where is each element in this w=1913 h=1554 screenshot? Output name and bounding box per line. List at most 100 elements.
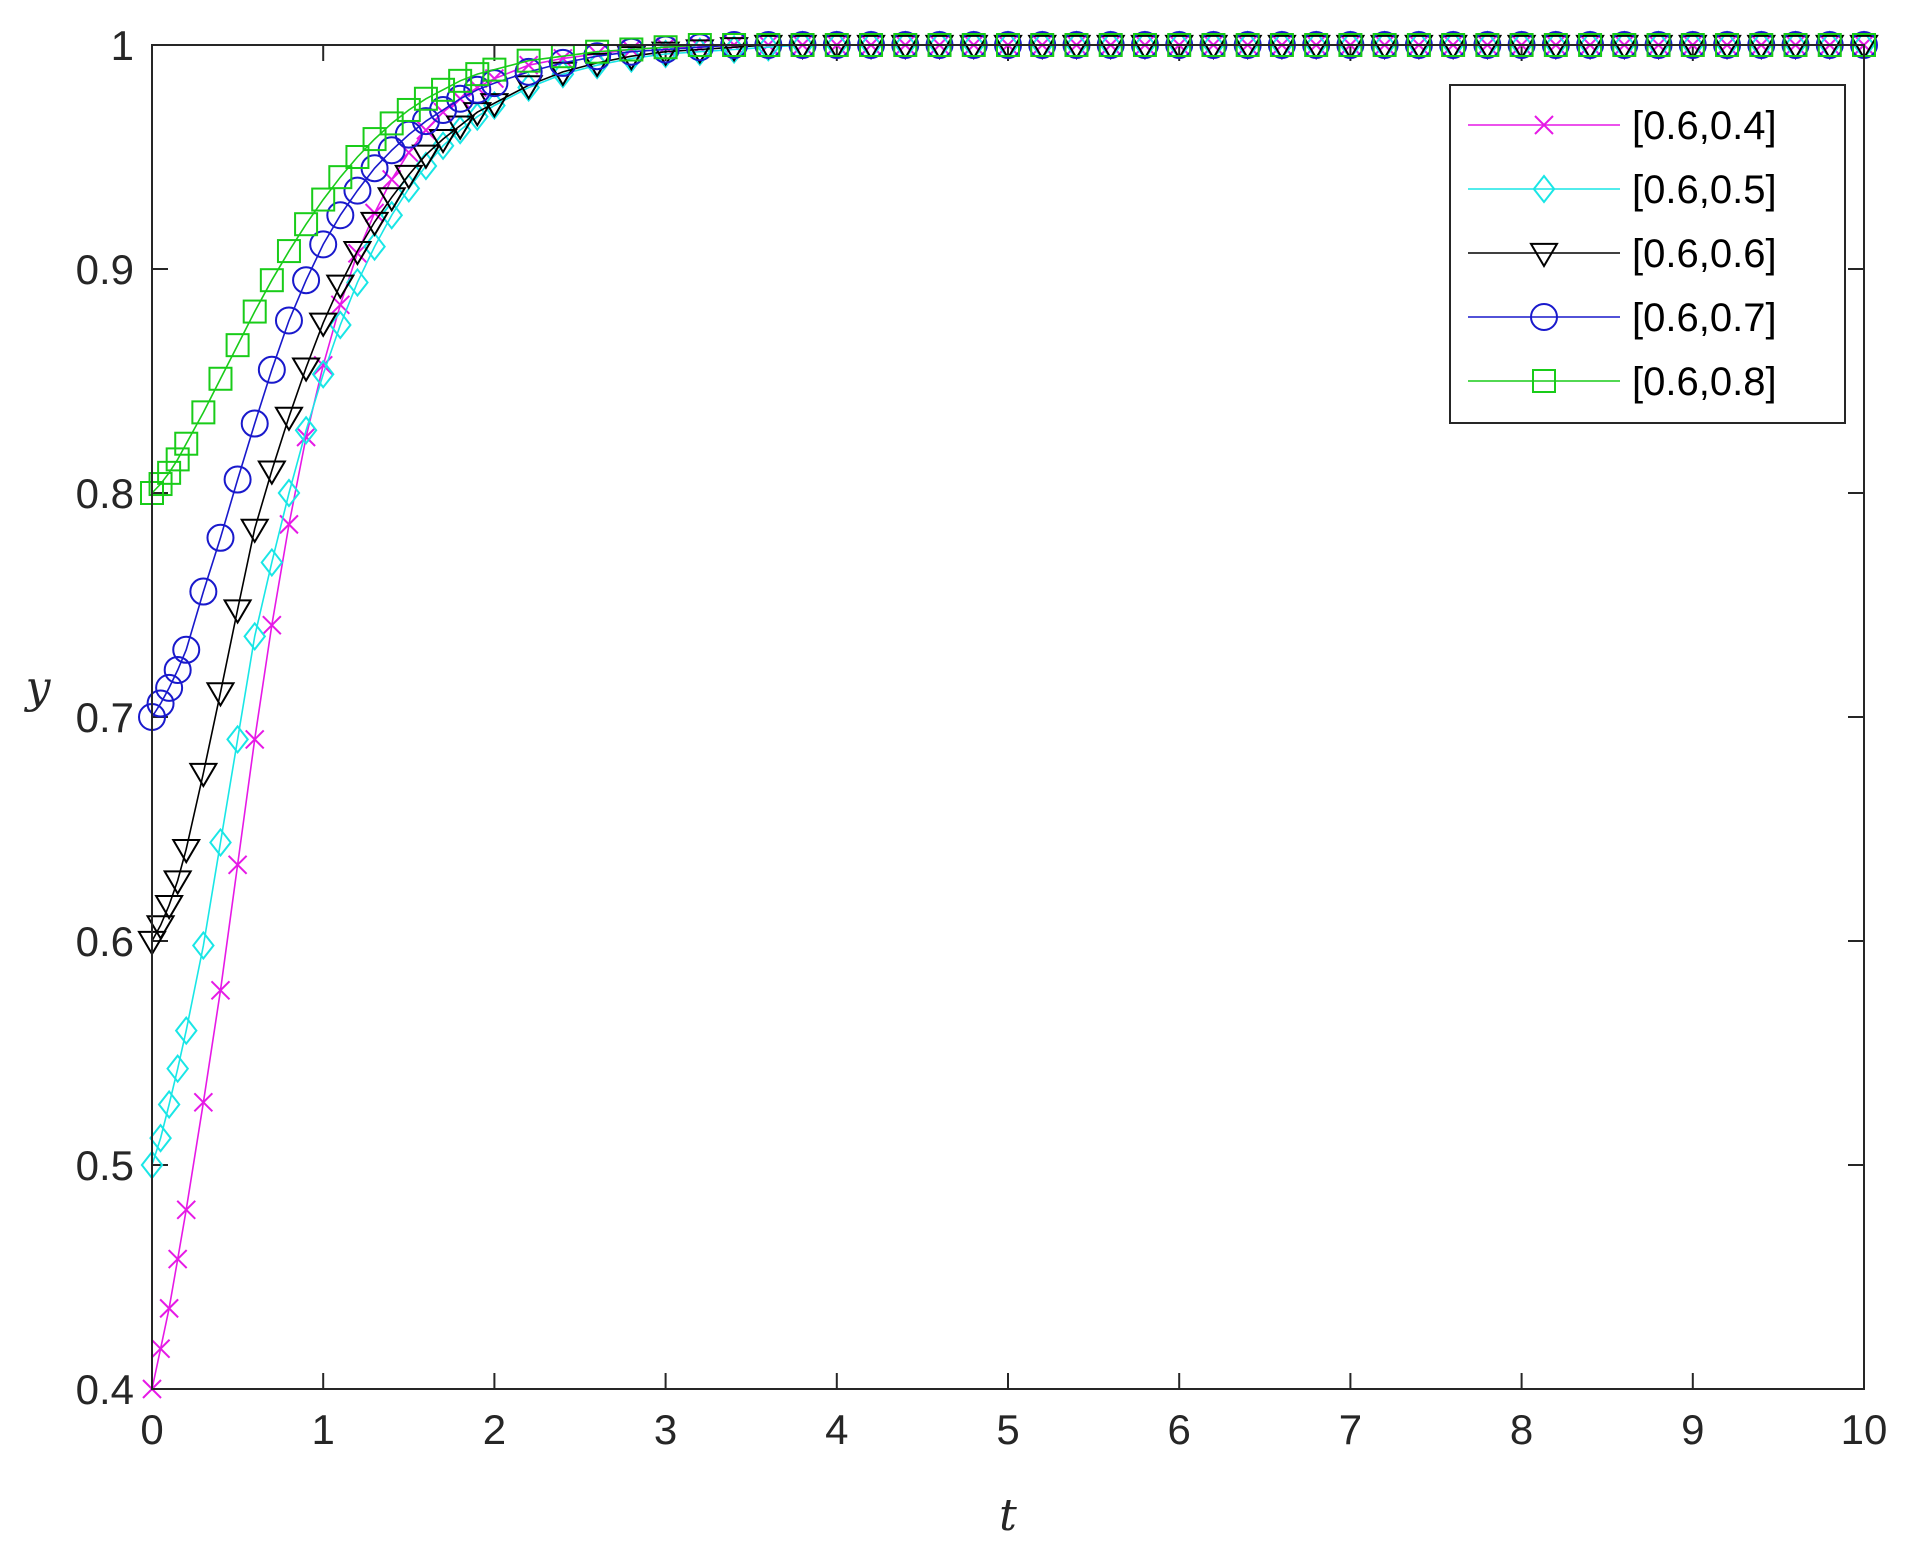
data-point-marker — [548, 48, 577, 77]
data-point-marker — [653, 35, 678, 60]
x-tick-label: 4 — [825, 1406, 848, 1453]
legend-label: [0.6,0.6] — [1632, 232, 1777, 276]
data-point-marker — [257, 460, 287, 486]
data-point-marker — [1746, 34, 1777, 60]
data-point-marker — [166, 1054, 190, 1084]
data-point-marker — [208, 366, 233, 391]
x-tick-label: 6 — [1168, 1406, 1191, 1453]
legend-entry: [0.6,0.8] — [1468, 360, 1777, 404]
legend-label: [0.6,0.5] — [1632, 168, 1777, 212]
x-tick-label: 9 — [1681, 1406, 1704, 1453]
legend-label: [0.6,0.8] — [1632, 360, 1777, 404]
data-point-marker — [413, 86, 438, 111]
data-point-marker — [274, 306, 303, 335]
data-point-marker — [191, 930, 215, 961]
legend-marker — [1529, 242, 1559, 268]
data-point-marker — [243, 621, 267, 651]
data-point-marker — [619, 43, 643, 74]
data-point-marker — [1198, 34, 1229, 60]
data-point-marker — [294, 415, 318, 445]
data-point-marker — [1130, 34, 1160, 60]
data-point-marker — [262, 615, 282, 635]
data-point-marker — [242, 299, 267, 324]
data-point-marker — [163, 655, 192, 684]
data-point-marker — [154, 895, 184, 921]
data-point-marker — [394, 164, 424, 190]
x-tick-label: 8 — [1510, 1406, 1533, 1453]
data-point-marker — [1575, 34, 1605, 60]
data-point-marker — [619, 37, 644, 62]
data-point-marker — [325, 274, 356, 300]
data-point-marker — [205, 682, 236, 708]
x-axis-title: t — [999, 1490, 1017, 1541]
data-point-marker — [416, 120, 436, 140]
data-point-marker — [149, 1123, 172, 1153]
legend-marker — [1532, 369, 1556, 393]
data-point-marker — [171, 839, 201, 865]
data-point-marker — [465, 62, 490, 87]
data-point-marker — [193, 1092, 214, 1112]
data-point-marker — [753, 34, 784, 60]
data-point-marker — [225, 333, 250, 358]
data-point-marker — [1541, 34, 1571, 60]
data-point-marker — [311, 187, 336, 212]
data-point-marker — [227, 855, 248, 875]
data-point-marker — [359, 211, 390, 237]
legend-label: [0.6,0.7] — [1632, 296, 1777, 340]
data-point-marker — [226, 724, 250, 755]
legend-entry: [0.6,0.7] — [1468, 296, 1777, 340]
data-point-marker — [174, 1015, 198, 1046]
data-point-marker — [1643, 34, 1674, 60]
data-point-marker — [993, 34, 1023, 60]
data-point-marker — [1232, 34, 1263, 60]
data-point-marker — [685, 39, 715, 65]
y-axis-title: y — [24, 662, 52, 713]
data-point-marker — [309, 230, 338, 259]
data-point-marker — [1095, 34, 1126, 60]
x-tick-label: 5 — [996, 1406, 1019, 1453]
data-point-marker — [514, 57, 543, 86]
data-point-marker — [259, 268, 284, 293]
data-point-marker — [890, 34, 921, 60]
data-point-marker — [347, 243, 368, 264]
data-point-marker — [1506, 34, 1537, 60]
data-point-marker — [157, 1089, 181, 1120]
x-tick-label: 7 — [1339, 1406, 1362, 1453]
data-point-marker — [276, 239, 301, 264]
data-point-marker — [431, 77, 456, 102]
data-point-marker — [379, 111, 404, 136]
data-point-marker — [296, 427, 316, 447]
y-tick-label: 0.6 — [76, 918, 134, 965]
data-point-marker — [1404, 34, 1434, 60]
data-point-marker — [1438, 34, 1468, 60]
data-point-marker — [583, 42, 612, 71]
data-point-marker — [210, 980, 231, 1000]
data-point-marker — [1369, 34, 1400, 60]
data-point-marker — [1609, 34, 1640, 60]
x-tick-label: 1 — [312, 1406, 335, 1453]
data-point-marker — [1301, 34, 1331, 60]
y-tick-label: 0.9 — [76, 246, 134, 293]
y-tick-label: 1 — [111, 22, 134, 69]
data-point-marker — [311, 359, 335, 389]
x-tick-label: 0 — [140, 1406, 163, 1453]
data-point-marker — [291, 357, 321, 383]
data-point-marker — [1815, 34, 1845, 60]
data-point-marker — [188, 762, 219, 788]
data-point-marker — [277, 478, 301, 508]
data-point-marker — [257, 355, 286, 384]
data-point-marker — [1267, 34, 1297, 60]
data-point-marker — [516, 48, 541, 73]
legend: [0.6,0.4] [0.6,0.5] [0.6,0.6] [0.6,0.7] [0.6… — [1449, 84, 1846, 424]
y-tick-label: 0.8 — [76, 470, 134, 517]
data-point-marker — [191, 400, 216, 425]
data-point-marker — [222, 599, 253, 625]
data-point-marker — [428, 128, 458, 155]
data-point-marker — [445, 115, 475, 141]
data-point-marker — [719, 37, 749, 63]
data-point-marker — [1061, 34, 1092, 60]
data-point-marker — [448, 68, 473, 93]
legend-marker — [1530, 303, 1558, 331]
data-point-marker — [145, 915, 176, 941]
data-point-marker — [616, 46, 647, 72]
